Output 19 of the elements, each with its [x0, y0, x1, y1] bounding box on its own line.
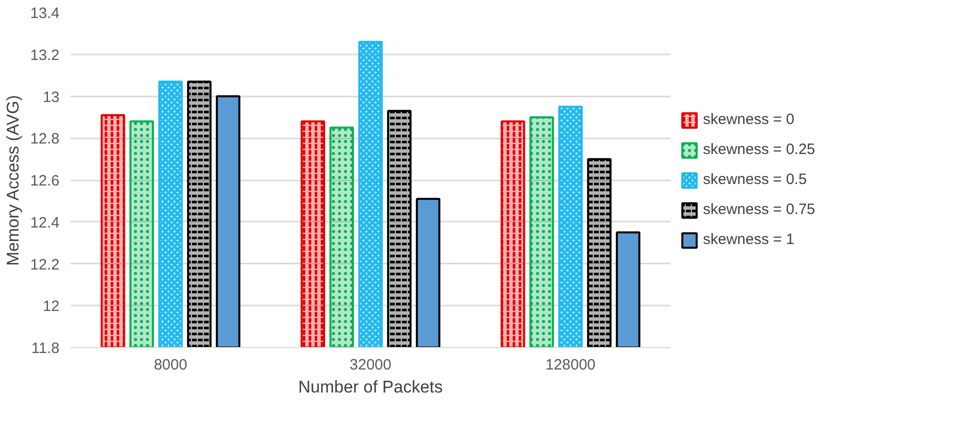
legend-label: skewness = 1 [703, 231, 794, 248]
y-axis-title: Memory Access (AVG) [3, 95, 22, 266]
y-tick-label: 13.2 [30, 46, 60, 64]
y-tick-label: 12.2 [30, 256, 60, 274]
legend-label: skewness = 0.5 [703, 171, 807, 188]
y-tick-label: 11.8 [31, 340, 60, 357]
legend-label: skewness = 0.75 [703, 201, 816, 218]
legend-label: skewness = 0.25 [703, 141, 816, 158]
y-tick-label: 12.8 [30, 130, 60, 148]
y-tick-label: 12.6 [30, 172, 60, 190]
y-tick-label: 12.4 [30, 214, 60, 232]
y-tick-label: 12 [42, 298, 60, 316]
legend-label: skewness = 0 [703, 111, 794, 128]
x-tick-label: 32000 [350, 356, 392, 374]
x-tick-label: 8000 [154, 356, 188, 374]
y-tick-label: 13 [42, 88, 60, 106]
x-tick-label: 128000 [545, 356, 596, 374]
y-tick-label: 13.4 [30, 5, 60, 22]
x-axis-title: Number of Packets [298, 378, 443, 396]
